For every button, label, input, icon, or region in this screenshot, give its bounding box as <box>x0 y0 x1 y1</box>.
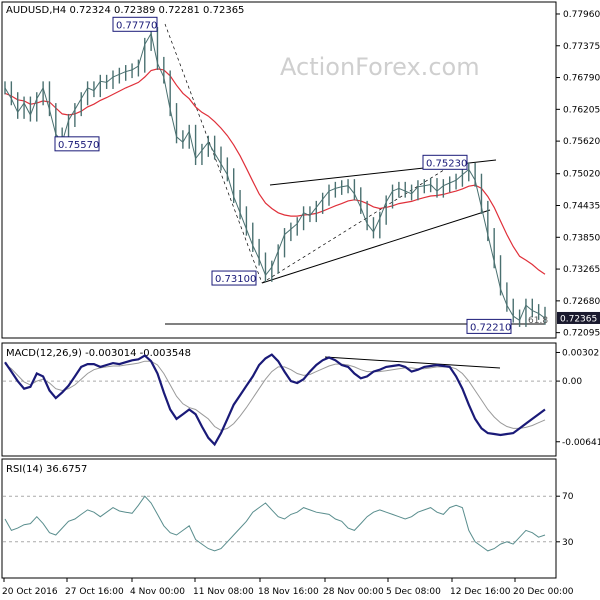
price-tick-label: 0.75020 <box>563 170 600 180</box>
price-annotation-box <box>211 270 257 286</box>
price-tick-label: 0.75620 <box>563 137 600 147</box>
x-tick-label: 20 Oct 2016 <box>2 587 58 597</box>
price-annotation-label: 0.75570 <box>58 140 99 151</box>
macd-signal-line <box>4 360 546 431</box>
price-annotation-box <box>466 318 512 334</box>
price-annotation-label: 0.77770 <box>116 20 157 31</box>
macd-divergence-line <box>324 356 501 369</box>
price-tick-label: 0.72095 <box>563 329 600 339</box>
price-annotations: 0.77770 0.75570 0.73100 0.75230 0.72210 <box>54 16 512 334</box>
last-price-label: 0.72365 <box>560 314 597 324</box>
macd-series <box>3 353 556 447</box>
price-panel-title: AUDUSD,H4 0.72324 0.72389 0.72281 0.7236… <box>6 5 244 16</box>
rsi-panel-frame <box>1 458 557 579</box>
price-tick-label: 0.74435 <box>563 202 600 212</box>
price-annotation-label: 0.75230 <box>426 158 467 169</box>
macd-tick-label: 0.003027 <box>562 348 600 358</box>
rsi-tick-label: 70 <box>562 492 574 502</box>
rsi-series <box>3 495 556 552</box>
price-tick-label: 0.76790 <box>563 74 600 84</box>
x-tick-label: 5 Dec 08:00 <box>386 587 441 597</box>
watermark: ActionForex.com <box>280 53 480 81</box>
fib-marker-label: 61.8 <box>528 316 548 326</box>
price-annotation-box <box>422 154 468 170</box>
x-tick-label: 4 Nov 00:00 <box>130 587 185 597</box>
price-tick-label: 0.73850 <box>563 233 600 243</box>
price-y-axis: 0.77960 0.77375 0.76790 0.76205 0.75620 0.750… <box>528 10 600 339</box>
x-tick-label: 12 Dec 16:00 <box>450 587 511 597</box>
x-axis: 20 Oct 2016 27 Oct 16:00 4 Nov 00:00 11 Nov… <box>2 578 574 597</box>
x-tick-label: 27 Oct 16:00 <box>65 587 124 597</box>
price-annotation-label: 0.73100 <box>215 274 256 285</box>
ema-series <box>4 68 546 275</box>
macd-panel-title: MACD(12,26,9) -0.003014 -0.003548 <box>6 348 191 359</box>
last-price-box <box>557 311 600 324</box>
x-tick-label: 18 Nov 16:00 <box>258 587 319 597</box>
x-tick-label: 28 Nov 00:00 <box>323 587 384 597</box>
fib-dashed-line <box>164 23 263 284</box>
macd-panel-frame <box>1 342 557 457</box>
ema-line <box>4 68 546 275</box>
macd-trendline <box>324 356 501 369</box>
rsi-y-axis: 70 30 <box>556 492 574 548</box>
x-tick-label: 20 Dec 00:00 <box>513 587 574 597</box>
price-panel-frame <box>1 1 557 339</box>
price-annotation-box <box>112 16 158 32</box>
price-tick-label: 0.73265 <box>563 265 600 275</box>
price-tick-label: 0.77375 <box>563 42 600 52</box>
rsi-tick-label: 30 <box>562 538 574 548</box>
rally-dashed-line <box>261 159 461 284</box>
macd-tick-label: 0.00 <box>562 377 582 387</box>
x-tick-label: 11 Nov 08:00 <box>193 587 254 597</box>
price-tick-label: 0.76205 <box>563 105 600 115</box>
price-tick-label: 0.72680 <box>563 297 600 307</box>
rsi-panel-title: RSI(14) 36.6757 <box>6 464 87 475</box>
channel-lower-trendline <box>261 209 491 284</box>
price-tick-label: 0.77960 <box>563 10 600 20</box>
rsi-line <box>4 495 546 552</box>
price-annotation-box <box>54 136 100 152</box>
price-line <box>4 32 546 322</box>
price-annotation-label: 0.72210 <box>470 322 511 333</box>
macd-line <box>4 353 546 447</box>
